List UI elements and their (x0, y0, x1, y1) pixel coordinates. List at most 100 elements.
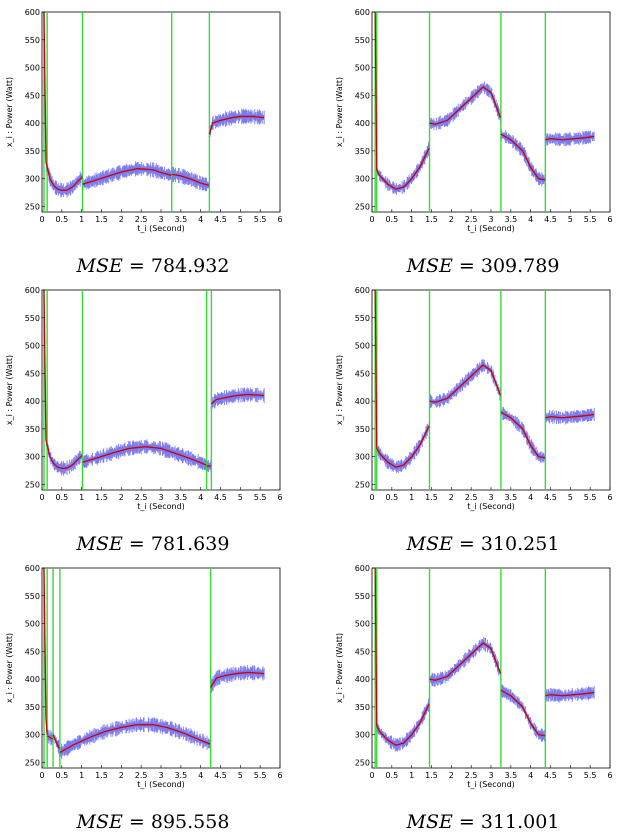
mse-label: MSE (76, 255, 123, 277)
fitted-segment (43, 11, 83, 191)
chart-panel-5: 0 0.5 1 1.5 2 2.5 3 3.5 4 4.5 5 5.5 6 250 300 350 400 450… (5, 564, 283, 832)
y-tick-label: 350 (355, 703, 370, 712)
x-tick-label: 2.5 (465, 771, 478, 780)
chart-panel-1: 0 0.5 1 1.5 2 2.5 3 3.5 4 4.5 5 5.5 6 250 300 350 400 450… (5, 8, 283, 277)
y-axis-label: x_i : Power (Watt) (5, 633, 14, 703)
x-tick-label: 5.5 (584, 215, 597, 224)
x-tick-label: 1.5 (425, 493, 438, 502)
mse-label: MSE (76, 533, 123, 555)
chart-panel-4: 0 0.5 1 1.5 2 2.5 3 3.5 4 4.5 5 5.5 6 250 300 350 400 450… (335, 286, 613, 555)
y-tick-label: 600 (25, 8, 40, 17)
y-axis-label: x_i : Power (Watt) (5, 355, 14, 425)
y-tick-label: 450 (355, 91, 370, 100)
fitted-segment (43, 289, 83, 469)
x-tick-label: 3.5 (174, 215, 187, 224)
y-axis-label: x_i : Power (Watt) (335, 77, 344, 147)
x-tick-label: 4.5 (214, 493, 227, 502)
x-tick-label: 5 (238, 493, 243, 502)
y-tick-label: 600 (25, 286, 40, 295)
x-tick-label: 1.5 (95, 215, 108, 224)
x-tick-label: 3.5 (174, 493, 187, 502)
y-tick-label: 600 (355, 8, 370, 17)
y-tick-label: 600 (355, 564, 370, 573)
x-tick-label: 5 (568, 771, 573, 780)
x-axis-label: t_i (Second) (467, 502, 515, 511)
x-tick-label: 0 (39, 771, 44, 780)
x-tick-label: 5 (238, 771, 243, 780)
y-tick-label: 350 (25, 425, 40, 434)
x-tick-label: 1 (409, 493, 414, 502)
x-tick-label: 3 (488, 215, 493, 224)
y-tick-label: 400 (355, 119, 370, 128)
y-tick-label: 550 (25, 314, 40, 323)
x-tick-label: 4.5 (544, 771, 557, 780)
mse-caption: MSE = 781.639 (76, 533, 230, 555)
mse-value: 781.639 (151, 533, 230, 555)
y-tick-label: 550 (25, 36, 40, 45)
x-tick-label: 2 (119, 493, 124, 502)
y-tick-label: 350 (25, 703, 40, 712)
y-tick-label: 300 (355, 731, 370, 740)
fitted-segment (545, 413, 595, 419)
fitted-segment (210, 393, 265, 405)
x-tick-label: 3 (488, 493, 493, 502)
x-tick-label: 6 (607, 493, 612, 502)
x-axis-label: t_i (Second) (467, 224, 515, 233)
x-tick-label: 3 (158, 493, 163, 502)
x-tick-label: 3 (488, 771, 493, 780)
mse-label: MSE (406, 255, 453, 277)
x-tick-label: 4.5 (214, 215, 227, 224)
x-tick-label: 2 (119, 215, 124, 224)
y-tick-label: 250 (25, 758, 40, 767)
y-axis-label: x_i : Power (Watt) (5, 77, 14, 147)
chart-panel-3: 0 0.5 1 1.5 2 2.5 3 3.5 4 4.5 5 5.5 6 250 300 350 400 450… (5, 286, 283, 555)
fitted-segment (500, 411, 546, 459)
x-tick-label: 1 (79, 771, 84, 780)
x-axis-label: t_i (Second) (467, 780, 515, 789)
x-tick-label: 0.5 (385, 493, 398, 502)
y-tick-label: 400 (25, 397, 40, 406)
y-tick-label: 550 (355, 314, 370, 323)
y-tick-label: 450 (25, 91, 40, 100)
x-tick-label: 3.5 (174, 771, 187, 780)
y-tick-label: 500 (355, 342, 370, 351)
mse-caption: MSE = 311.001 (406, 811, 560, 832)
y-axis-label: x_i : Power (Watt) (335, 633, 344, 703)
x-tick-label: 1 (409, 215, 414, 224)
fitted-segment (374, 567, 430, 746)
x-tick-label: 3 (158, 215, 163, 224)
x-tick-label: 5 (568, 215, 573, 224)
x-tick-label: 5.5 (254, 215, 267, 224)
x-tick-label: 4 (528, 493, 533, 502)
x-tick-label: 5 (568, 493, 573, 502)
x-tick-label: 4.5 (544, 215, 557, 224)
fitted-segment (82, 168, 172, 185)
x-tick-label: 4.5 (214, 771, 227, 780)
x-tick-label: 0 (369, 493, 374, 502)
x-tick-label: 2 (119, 771, 124, 780)
y-tick-label: 400 (355, 397, 370, 406)
x-tick-label: 2.5 (135, 493, 148, 502)
mse-equals: = (453, 811, 481, 832)
y-axis-label: x_i : Power (Watt) (335, 355, 344, 425)
y-tick-label: 500 (25, 620, 40, 629)
x-tick-label: 4 (528, 215, 533, 224)
mse-caption: MSE = 895.558 (76, 811, 230, 832)
x-tick-label: 1.5 (425, 771, 438, 780)
x-tick-label: 2 (449, 215, 454, 224)
x-tick-label: 6 (277, 493, 282, 502)
y-tick-label: 300 (355, 175, 370, 184)
chart-panel-2: 0 0.5 1 1.5 2 2.5 3 3.5 4 4.5 5 5.5 6 250 300 350 400 450… (335, 8, 613, 277)
y-tick-label: 300 (25, 731, 40, 740)
x-tick-label: 1.5 (425, 215, 438, 224)
y-tick-label: 500 (355, 620, 370, 629)
x-axis-label: t_i (Second) (137, 780, 185, 789)
x-tick-label: 4 (528, 771, 533, 780)
x-axis-label: t_i (Second) (137, 502, 185, 511)
fitted-segment (43, 567, 48, 735)
x-tick-label: 1.5 (95, 493, 108, 502)
fitted-segment (46, 735, 54, 740)
x-tick-label: 0.5 (55, 215, 68, 224)
fitted-segment (500, 689, 546, 737)
mse-caption: MSE = 310.251 (406, 533, 560, 555)
